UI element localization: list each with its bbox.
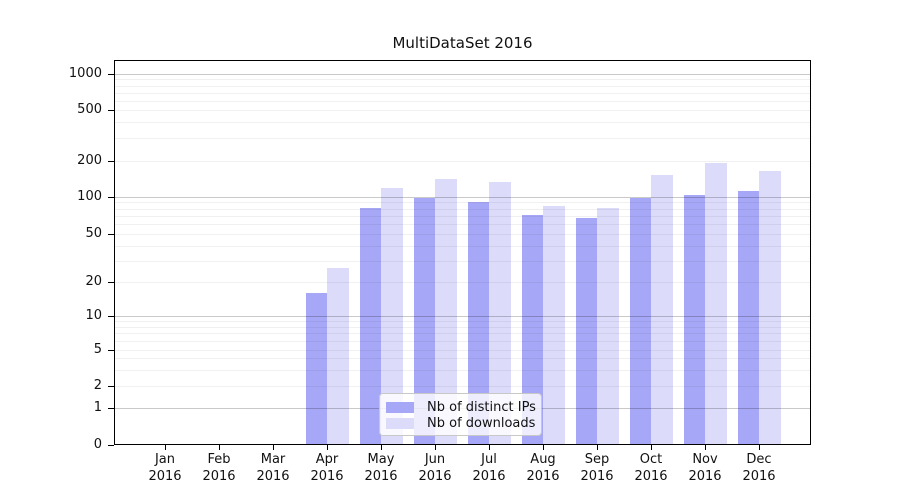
bar-downloads-apr-2016 [327,268,349,445]
bar-downloads-nov-2016 [705,163,727,445]
bar-downloads-dec-2016 [759,171,781,445]
x-tick-mark-apr-2016 [327,445,328,450]
x-tick-label-jan-2016: Jan 2016 [148,452,182,484]
bar-distinct-ips-dec-2016 [737,190,759,445]
x-tick-mark-sep-2016 [597,445,598,450]
bars-layer [114,60,811,445]
legend: Nb of distinct IPs Nb of downloads [379,393,542,436]
x-tick-label-aug-2016: Aug 2016 [526,452,560,484]
bar-downloads-oct-2016 [651,175,673,445]
x-tick-label-mar-2016: Mar 2016 [256,452,290,484]
y-tick-label-10: 10 [85,308,102,323]
bar-downloads-sep-2016 [597,207,619,445]
bar-distinct-ips-may-2016 [359,207,381,445]
bar-distinct-ips-apr-2016 [305,292,327,445]
bar-distinct-ips-oct-2016 [629,198,651,445]
plot-area [108,60,811,450]
legend-item-distinct-ips: Nb of distinct IPs [386,399,536,415]
legend-swatch-distinct-ips [386,401,414,413]
bar-distinct-ips-jun-2016 [413,197,435,445]
x-tick-label-sep-2016: Sep 2016 [580,452,614,484]
chart-title: MultiDataSet 2016 [392,34,533,52]
y-tick-label-0: 0 [93,436,102,452]
bar-downloads-may-2016 [381,188,403,445]
x-tick-label-may-2016: May 2016 [364,452,398,484]
x-tick-mark-jan-2016 [165,445,166,450]
legend-item-downloads: Nb of downloads [386,415,536,431]
legend-label-downloads: Nb of downloads [427,415,536,431]
x-tick-mark-nov-2016 [705,445,706,450]
x-tick-mark-feb-2016 [219,445,220,450]
x-tick-label-feb-2016: Feb 2016 [202,452,236,484]
x-tick-label-jul-2016: Jul 2016 [472,452,506,484]
x-tick-mark-aug-2016 [543,445,544,450]
y-tick-label-50: 50 [85,226,102,241]
y-tick-label-100: 100 [77,188,102,204]
x-tick-label-dec-2016: Dec 2016 [742,452,776,484]
legend-swatch-downloads [386,417,414,429]
x-tick-label-jun-2016: Jun 2016 [418,452,452,484]
bar-distinct-ips-nov-2016 [683,195,705,445]
x-tick-label-apr-2016: Apr 2016 [310,452,344,484]
x-tick-mark-oct-2016 [651,445,652,450]
bar-distinct-ips-aug-2016 [521,215,543,445]
x-tick-mark-may-2016 [381,445,382,450]
y-tick-label-200: 200 [77,153,102,168]
x-tick-mark-mar-2016 [273,445,274,450]
bar-downloads-jun-2016 [435,178,457,445]
y-tick-label-1000: 1000 [68,66,102,81]
bar-downloads-jul-2016 [489,182,511,445]
legend-label-distinct-ips: Nb of distinct IPs [427,399,536,415]
x-tick-mark-dec-2016 [759,445,760,450]
x-tick-mark-jul-2016 [489,445,490,450]
y-tick-label-2: 2 [93,378,102,393]
x-tick-mark-jun-2016 [435,445,436,450]
bar-distinct-ips-jul-2016 [467,202,489,445]
y-tick-label-1: 1 [93,400,102,415]
y-tick-label-500: 500 [77,102,102,117]
bar-distinct-ips-sep-2016 [575,218,597,445]
y-tick-label-5: 5 [93,341,102,357]
bar-downloads-aug-2016 [543,205,565,445]
x-tick-label-oct-2016: Oct 2016 [634,452,668,484]
x-tick-label-nov-2016: Nov 2016 [688,452,722,484]
y-tick-label-20: 20 [85,274,102,289]
